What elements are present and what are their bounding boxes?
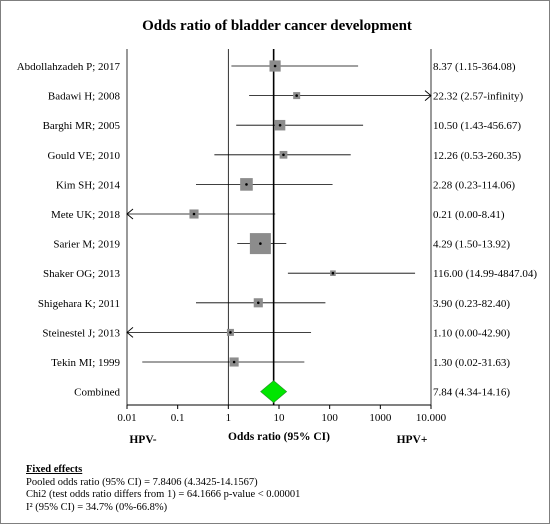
study-estimate-label: 22.32 (2.57-infinity) xyxy=(433,91,523,103)
point-estimate xyxy=(278,123,282,127)
heterogeneity-i2: I² (95% CI) = 34.7% (0%-66.8%) xyxy=(26,501,168,513)
x-tick-label: 100 xyxy=(321,412,338,424)
point-estimate xyxy=(259,242,262,245)
x-tick-label: 10.000 xyxy=(416,412,447,424)
chart-title: Odds ratio of bladder cancer development xyxy=(142,18,412,34)
study-estimate-label: 8.37 (1.15-364.08) xyxy=(433,61,516,73)
study-estimate-label: 10.50 (1.43-456.67) xyxy=(433,120,521,132)
forest-plot: Odds ratio of bladder cancer development… xyxy=(17,18,538,446)
x-tick-label: 10 xyxy=(274,412,286,424)
chi2-test: Chi2 (test odds ratio differs from 1) = … xyxy=(26,489,301,500)
point-estimate xyxy=(232,360,236,364)
point-estimate xyxy=(331,271,335,275)
ci-arrow-left xyxy=(126,208,134,220)
point-estimate xyxy=(229,331,232,334)
x-tick-label: 0.1 xyxy=(171,412,185,424)
combined-name: Combined xyxy=(74,387,120,399)
point-estimate xyxy=(245,183,248,186)
x-tick-label: 0.01 xyxy=(117,412,136,424)
point-estimate xyxy=(273,64,277,68)
study-estimate-label: 1.10 (0.00-42.90) xyxy=(433,327,510,339)
study-name: Sarier M; 2019 xyxy=(53,239,120,251)
pooled-odds-ratio: Pooled odds ratio (95% CI) = 7.8406 (4.3… xyxy=(26,476,258,488)
study-estimate-label: 1.30 (0.02-31.63) xyxy=(433,357,510,369)
study-estimate-label: 0.21 (0.00-8.41) xyxy=(433,209,505,221)
study-name: Badawi H; 2008 xyxy=(48,91,121,103)
ci-arrow-right xyxy=(424,90,432,101)
study-name: Steinestel J; 2013 xyxy=(42,327,120,339)
study-name: Abdollahzadeh P; 2017 xyxy=(17,61,121,73)
hpv-positive-label: HPV+ xyxy=(397,434,428,446)
x-axis-label: Odds ratio (95% CI) xyxy=(228,431,330,443)
point-estimate xyxy=(192,212,196,216)
x-tick-label: 1000 xyxy=(369,412,392,424)
stats-header: Fixed effects xyxy=(26,464,83,475)
combined-estimate-label: 7.84 (4.34-14.16) xyxy=(433,387,510,399)
combined-diamond xyxy=(260,380,288,403)
stats-panel: Fixed effects Pooled odds ratio (95% CI)… xyxy=(26,464,300,514)
study-name: Gould VE; 2010 xyxy=(47,150,120,162)
study-name: Tekin MI; 1999 xyxy=(51,357,120,369)
study-name: Shaker OG; 2013 xyxy=(43,268,120,280)
study-estimate-label: 12.26 (0.53-260.35) xyxy=(433,150,521,162)
study-name: Shigehara K; 2011 xyxy=(38,298,120,310)
study-estimate-label: 2.28 (0.23-114.06) xyxy=(433,179,515,191)
plot-area: 0.01 0.1 1 10 100 1000 10.000 Abdollahzadeh P; … xyxy=(17,49,537,424)
study-estimate-label: 116.00 (14.99-4847.04) xyxy=(433,268,537,280)
study-name: Kim SH; 2014 xyxy=(56,179,121,191)
study-estimate-label: 4.29 (1.50-13.92) xyxy=(433,239,510,251)
x-tick-label: 1 xyxy=(226,412,232,424)
study-estimate-label: 3.90 (0.23-82.40) xyxy=(433,298,510,310)
study-name: Barghi MR; 2005 xyxy=(43,120,121,132)
point-estimate xyxy=(295,94,298,97)
point-estimate xyxy=(282,153,285,157)
point-estimate xyxy=(256,301,260,305)
hpv-negative-label: HPV- xyxy=(129,434,156,446)
study-name: Mete UK; 2018 xyxy=(51,209,121,221)
ci-arrow-left xyxy=(126,327,134,338)
